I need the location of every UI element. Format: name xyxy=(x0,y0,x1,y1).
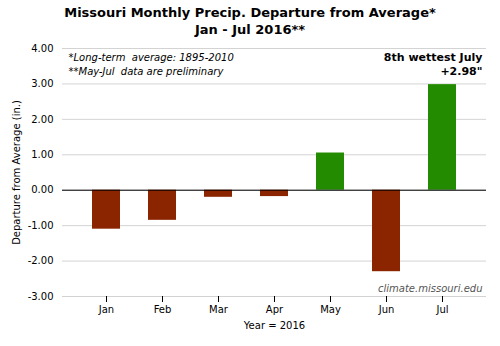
html-text:Missouri Monthly Precip. Depar: Missouri Monthly Precip. Departure from … xyxy=(64,5,436,20)
svg-text:1.00: 1.00 xyxy=(31,149,53,160)
svg-text:climate.missouri.edu: climate.missouri.edu xyxy=(378,283,482,294)
svg-text:Feb: Feb xyxy=(154,304,172,315)
svg-text:-2.00: -2.00 xyxy=(28,255,54,266)
svg-text:Jul: Jul xyxy=(435,304,448,315)
svg-text:+2.98": +2.98" xyxy=(440,65,482,78)
svg-text:Mar: Mar xyxy=(209,304,229,315)
html-text:Jan - Jul 2016**: Jan - Jul 2016** xyxy=(194,22,306,37)
svg-text:4.00: 4.00 xyxy=(31,43,53,54)
svg-text:-1.00: -1.00 xyxy=(28,220,54,231)
svg-text:Jun: Jun xyxy=(378,304,395,315)
svg-text:2.00: 2.00 xyxy=(31,114,53,125)
svg-text:0.00: 0.00 xyxy=(31,184,53,195)
svg-text:-3.00: -3.00 xyxy=(28,291,54,302)
svg-text:Departure from Average (in.): Departure from Average (in.) xyxy=(11,100,22,245)
svg-text:8th wettest July: 8th wettest July xyxy=(384,51,483,64)
svg-text:Year = 2016: Year = 2016 xyxy=(243,320,305,331)
svg-text:May: May xyxy=(320,304,341,315)
svg-text:Apr: Apr xyxy=(266,304,284,315)
svg-text:**May-Jul data are preliminar: **May-Jul data are preliminary xyxy=(69,66,225,77)
svg-text:*Long-term average: 1895-2010: *Long-term average: 1895-2010 xyxy=(69,52,234,63)
svg-text:3.00: 3.00 xyxy=(31,78,53,89)
svg-text:Jan: Jan xyxy=(98,304,114,315)
